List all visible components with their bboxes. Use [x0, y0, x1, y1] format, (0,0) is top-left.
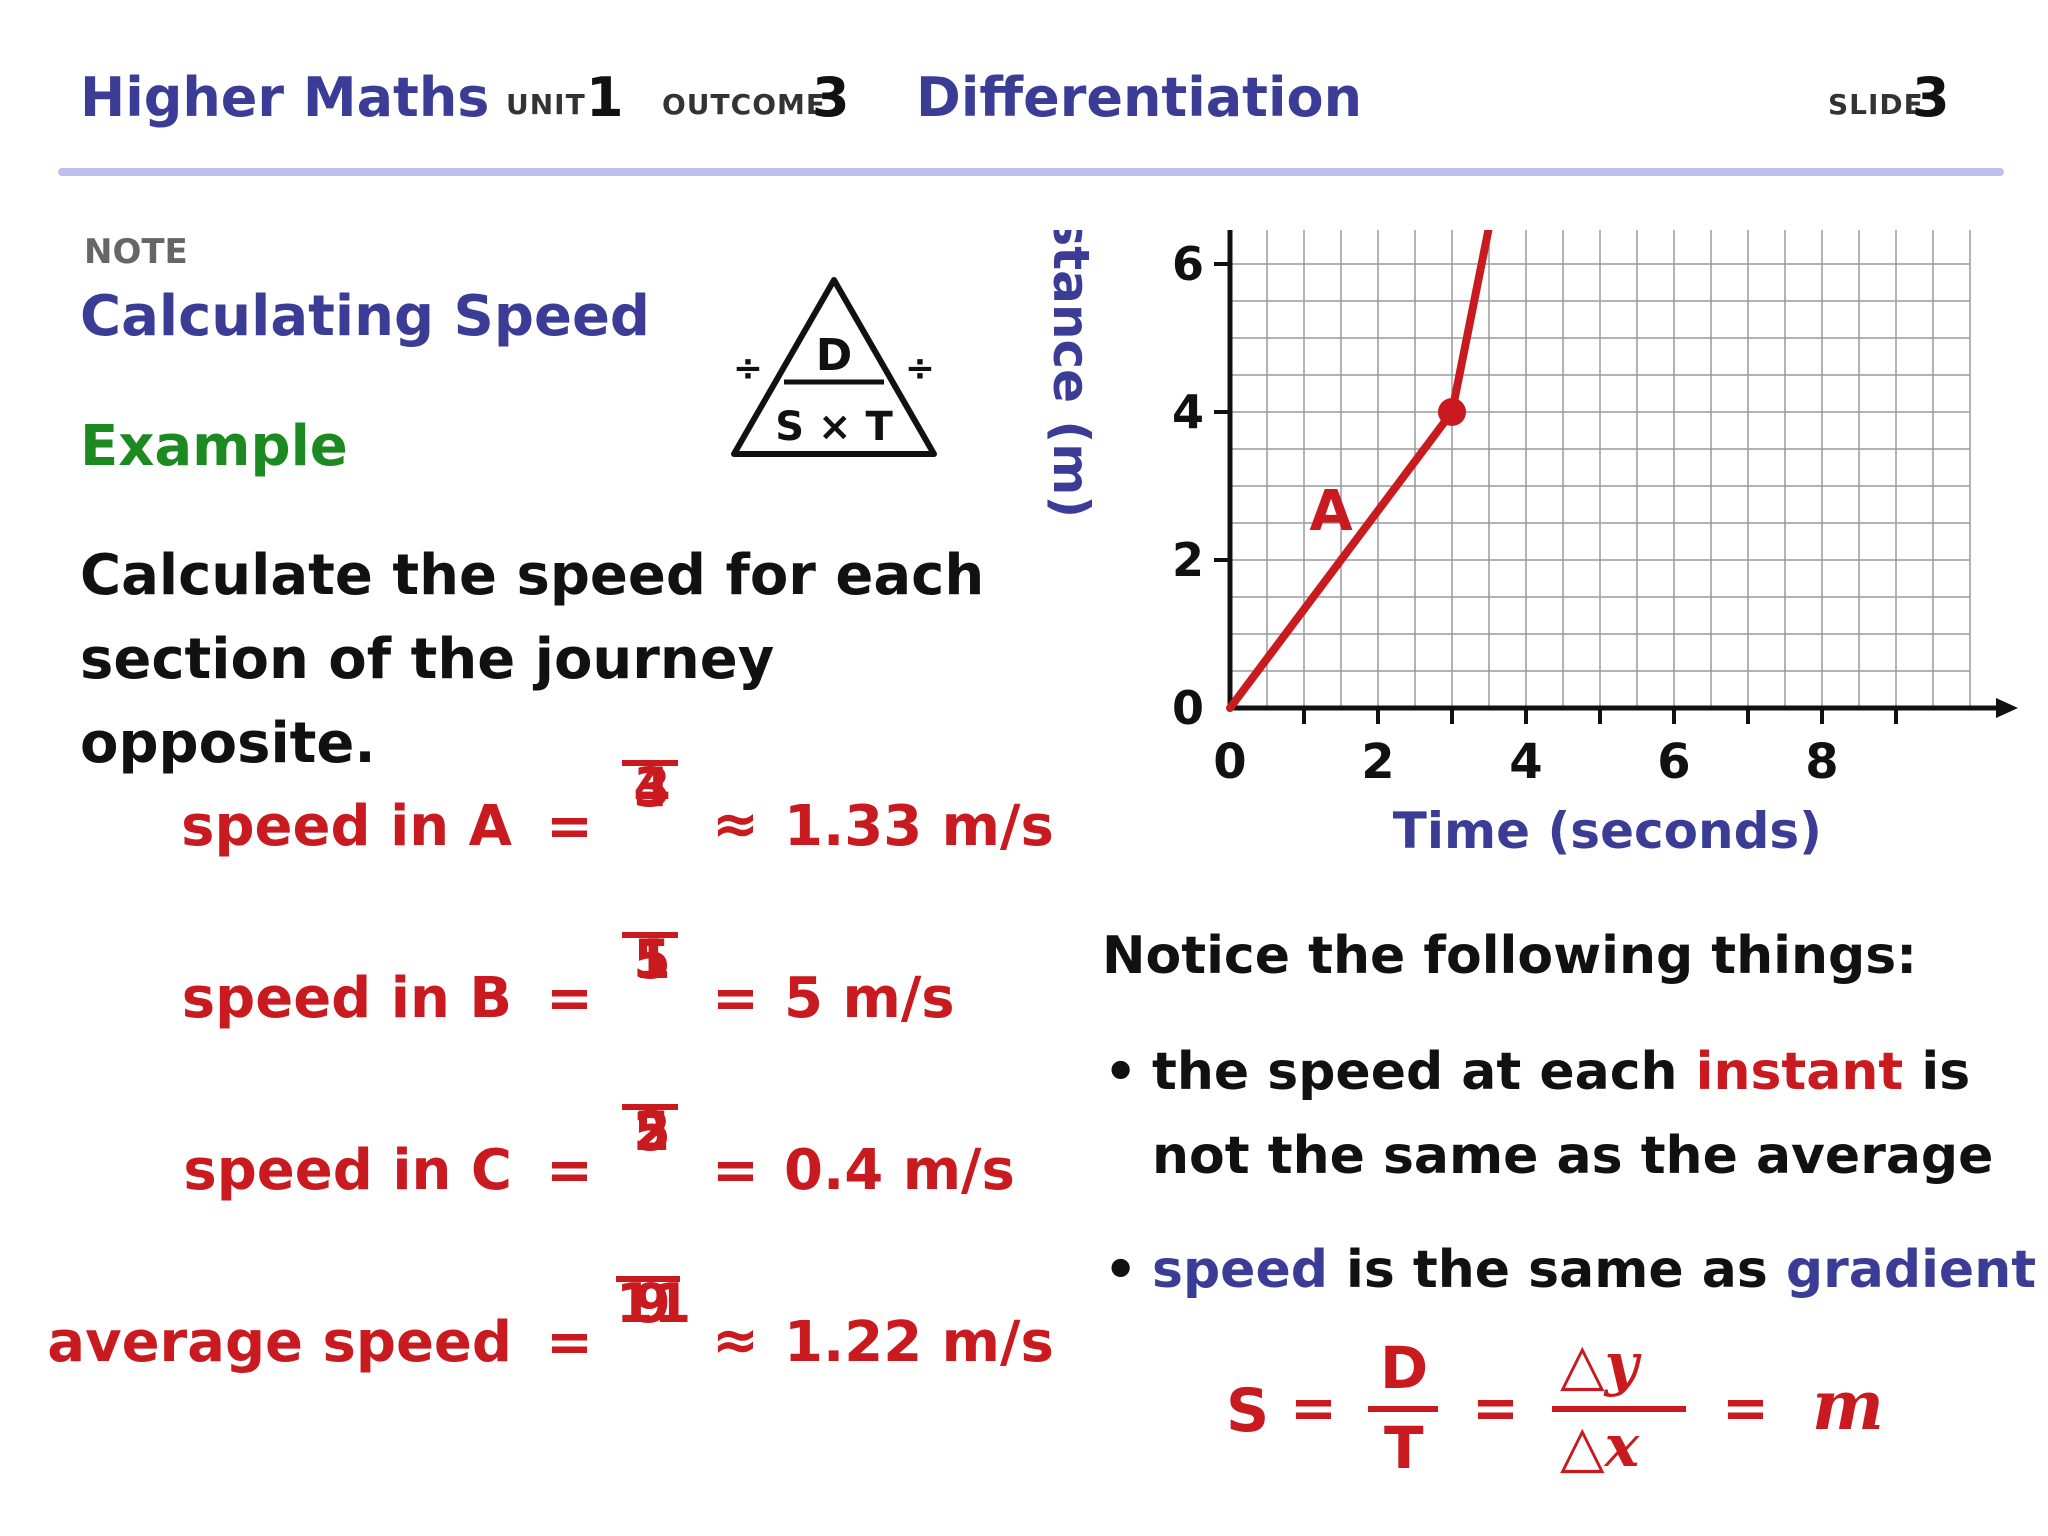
formula-bar-2 [1552, 1406, 1686, 1412]
calc-row-a: speed in A = 4 3 ≈ 1.33 m/s [0, 756, 1054, 896]
fraction-denominator: 3 [633, 756, 671, 819]
fraction-bar [622, 1104, 678, 1110]
formula-eq-1: = [1290, 1376, 1337, 1441]
fraction-numerator: 5 [633, 928, 671, 991]
bullet-2-gradient: gradient [1785, 1240, 2037, 1300]
outcome-number: 3 [812, 66, 850, 129]
slide-number: 3 [1912, 66, 1950, 129]
outcome-label: OUTCOME [662, 88, 826, 121]
formula-d: D [1380, 1334, 1429, 1402]
triangle-divide-right: ÷ [905, 348, 935, 389]
calc-relation: ≈ [712, 792, 759, 857]
chart-ticks: 024680246810 [1172, 237, 1898, 790]
bullet-2-line: speed is the same as gradient [1152, 1240, 2036, 1300]
calc-result: 0.4 m/s [784, 1138, 1015, 1203]
example-heading: Example [80, 414, 348, 479]
unit-label: UNIT [506, 88, 586, 121]
chart-labels: ABCTime (seconds)Distance (m) [1042, 230, 1822, 860]
chart-series [1226, 230, 1493, 712]
calc-label: average speed [47, 1310, 512, 1375]
formula-delta-x: △x [1560, 1412, 1640, 1480]
calc-equals: = [546, 1138, 593, 1203]
calc-row-average: average speed = 11 9 ≈ 1.22 m/s [0, 1272, 1054, 1412]
segment-label: A [1309, 479, 1353, 544]
calc-relation: ≈ [712, 1308, 759, 1373]
bullet-1-line-1: the speed at each instant is [1152, 1042, 1970, 1102]
x-tick-label: 6 [1657, 734, 1690, 790]
data-point [1438, 398, 1466, 426]
calc-equals: = [546, 966, 593, 1031]
calc-row-c: speed in C = 2 5 = 0.4 m/s [0, 1100, 1040, 1240]
note-label: NOTE [84, 232, 188, 272]
calc-label: speed in B [181, 966, 512, 1031]
journey-line [1226, 230, 1493, 712]
triangle-distance: D [816, 330, 853, 381]
calc-result: 5 m/s [784, 966, 955, 1031]
calc-label: speed in C [183, 1138, 512, 1203]
y-axis-label: Distance (m) [1042, 230, 1100, 518]
calc-equals: = [546, 794, 593, 859]
formula-delta-y: △y [1560, 1330, 1639, 1398]
y-tick-label: 2 [1172, 533, 1204, 587]
bullet-1-line-2: not the same as the average [1152, 1126, 1994, 1186]
bullet-1-symbol: • [1104, 1042, 1138, 1102]
calc-result: 1.33 m/s [784, 794, 1054, 859]
calc-result: 1.22 m/s [784, 1310, 1054, 1375]
fraction-numerator: 2 [633, 1100, 671, 1163]
note-title: Calculating Speed [80, 284, 651, 349]
notice-heading: Notice the following things: [1102, 926, 1917, 986]
fraction-denominator: 5 [633, 1100, 671, 1163]
formula-eq-3: = [1722, 1376, 1769, 1441]
dst-triangle: D S × T ÷ ÷ [731, 277, 937, 457]
formula-eq-2: = [1472, 1376, 1519, 1441]
x-tick-label: 8 [1805, 734, 1838, 790]
x-tick-label: 0 [1213, 734, 1246, 790]
formula-t: T [1384, 1414, 1424, 1482]
calc-label: speed in A [181, 794, 512, 859]
y-tick-label: 0 [1172, 681, 1204, 735]
bullet-2-text: is the same as [1327, 1240, 1786, 1300]
topic-title: Differentiation [916, 66, 1363, 129]
gradient-formula: S = D T = △y △x = m [1200, 1330, 1900, 1490]
unit-number: 1 [586, 66, 624, 129]
formula-m: m [1812, 1366, 1884, 1446]
y-tick-label: 6 [1172, 237, 1204, 291]
course-title: Higher Maths [80, 66, 490, 129]
fraction-bar [622, 760, 678, 766]
x-axis-arrow [1996, 698, 2018, 718]
fraction-denominator: 1 [633, 928, 671, 991]
fraction-numerator: 11 [616, 1272, 692, 1335]
bullet-2-symbol: • [1104, 1240, 1138, 1300]
distance-time-graph: 024680246810 ABCTime (seconds)Distance (… [1042, 230, 2018, 860]
fraction-denominator: 9 [633, 1272, 671, 1335]
header-divider [58, 168, 2004, 176]
formula-s: S [1226, 1376, 1270, 1446]
fraction-bar [622, 932, 678, 938]
fraction-bar [616, 1276, 680, 1282]
x-axis-label: Time (seconds) [1393, 802, 1822, 860]
chart-grid [1229, 230, 1971, 709]
formula-bar-1 [1368, 1406, 1438, 1412]
x-tick-label: 4 [1509, 734, 1542, 790]
fraction-numerator: 4 [633, 756, 671, 819]
bullet-1-text-a: the speed at each [1152, 1042, 1696, 1102]
triangle-outline [731, 277, 937, 457]
bullet-1-highlight: instant [1695, 1042, 1904, 1102]
calc-equals: = [546, 1310, 593, 1375]
x-tick-label: 2 [1361, 734, 1394, 790]
bullet-1-text-b: is [1903, 1042, 1971, 1102]
calc-relation: = [712, 966, 759, 1031]
calc-relation: = [712, 1138, 759, 1203]
calc-row-b: speed in B = 5 1 = 5 m/s [0, 928, 1040, 1068]
bullet-2-speed: speed [1152, 1240, 1328, 1300]
chart-axes [1227, 230, 2018, 718]
slide-label: SLIDE [1828, 88, 1924, 121]
question-text: Calculate the speed for each section of … [80, 543, 985, 776]
triangle-speed-time: S × T [775, 404, 893, 450]
y-tick-label: 4 [1172, 385, 1204, 439]
triangle-divide-left: ÷ [733, 348, 763, 389]
